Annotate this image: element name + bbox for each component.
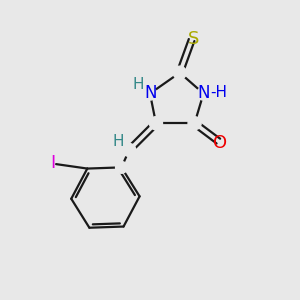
Text: H: H xyxy=(112,134,124,149)
Text: I: I xyxy=(50,154,55,172)
Text: N: N xyxy=(198,84,210,102)
Circle shape xyxy=(149,117,163,130)
Circle shape xyxy=(143,87,157,100)
Circle shape xyxy=(188,117,201,130)
Text: -H: -H xyxy=(210,85,227,100)
Circle shape xyxy=(197,87,210,100)
Circle shape xyxy=(173,66,186,79)
Text: S: S xyxy=(188,30,199,48)
Circle shape xyxy=(123,143,136,157)
Text: O: O xyxy=(213,134,227,152)
Text: H: H xyxy=(133,76,145,92)
Circle shape xyxy=(116,161,127,173)
Text: N: N xyxy=(144,84,157,102)
